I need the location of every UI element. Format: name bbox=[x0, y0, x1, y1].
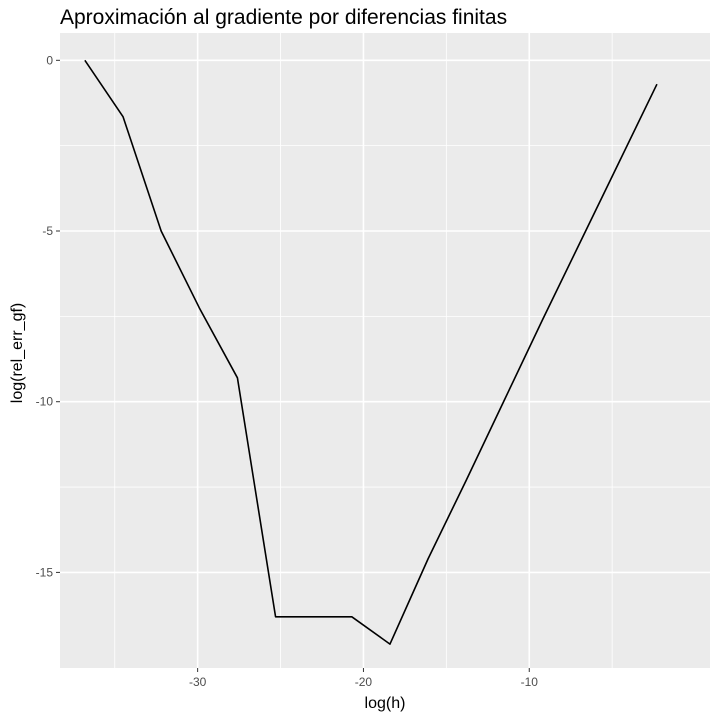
x-tick-label: -20 bbox=[355, 675, 373, 689]
plot-panel bbox=[60, 33, 710, 668]
series-line bbox=[84, 59, 658, 645]
series-group bbox=[84, 59, 658, 645]
y-tick-labels: 0 -5 -10 -15 bbox=[36, 53, 54, 579]
y-tick-label: -15 bbox=[36, 565, 54, 579]
x-tick-label: -10 bbox=[521, 675, 539, 689]
x-tick-label: -30 bbox=[189, 675, 207, 689]
chart-title: Aproximación al gradiente por diferencia… bbox=[60, 6, 507, 29]
y-tick-label: 0 bbox=[46, 53, 53, 67]
minor-gridlines bbox=[60, 33, 710, 668]
y-tick-label: -5 bbox=[42, 224, 53, 238]
y-tick-label: -10 bbox=[36, 395, 54, 409]
major-gridlines bbox=[60, 33, 710, 668]
axis-ticks bbox=[56, 59, 530, 672]
x-tick-labels: -30 -20 -10 bbox=[189, 675, 538, 689]
y-axis-title: log(rel_err_gf) bbox=[9, 303, 26, 403]
x-axis-title: log(h) bbox=[365, 695, 406, 712]
